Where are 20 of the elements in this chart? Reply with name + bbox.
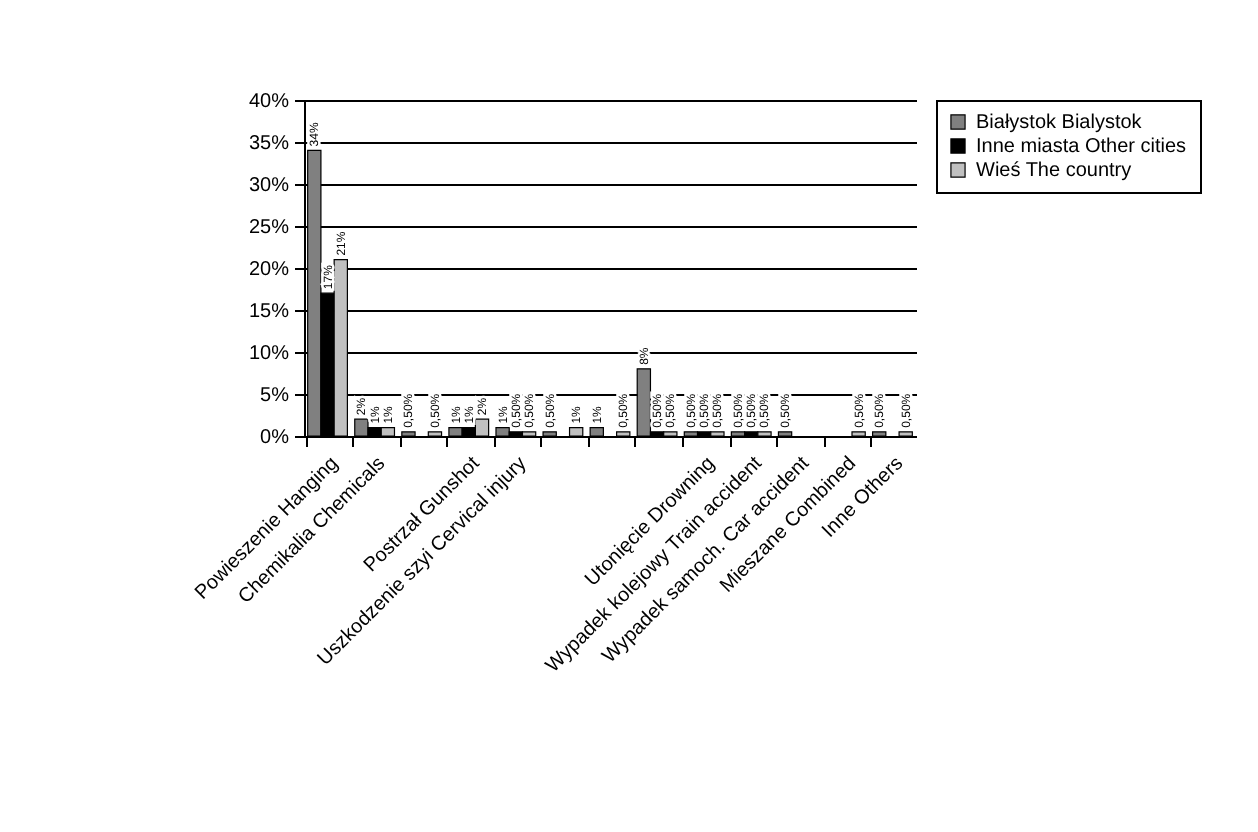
y-tick-label: 30% [248, 175, 290, 197]
y-tick-label: 0% [260, 427, 290, 449]
bar [427, 431, 443, 437]
bar [851, 431, 866, 437]
y-tick-label: 20% [248, 259, 290, 281]
y-tick-label: 10% [248, 343, 290, 365]
legend-label: Wieś The country [976, 160, 1132, 182]
y-tick-label: 25% [248, 217, 290, 239]
legend-label: Inne miasta Other cities [976, 136, 1187, 158]
y-tick-label: 15% [248, 301, 290, 323]
bar [542, 431, 557, 437]
legend-label: Białystok Bialystok [976, 112, 1144, 134]
bar [568, 427, 584, 437]
y-tick-label: 40% [248, 91, 290, 113]
bar [872, 431, 887, 437]
y-tick-label: 5% [260, 385, 290, 407]
bar [777, 431, 793, 437]
bar [898, 431, 913, 437]
y-tick-label: 35% [248, 133, 290, 155]
bar [616, 431, 631, 437]
